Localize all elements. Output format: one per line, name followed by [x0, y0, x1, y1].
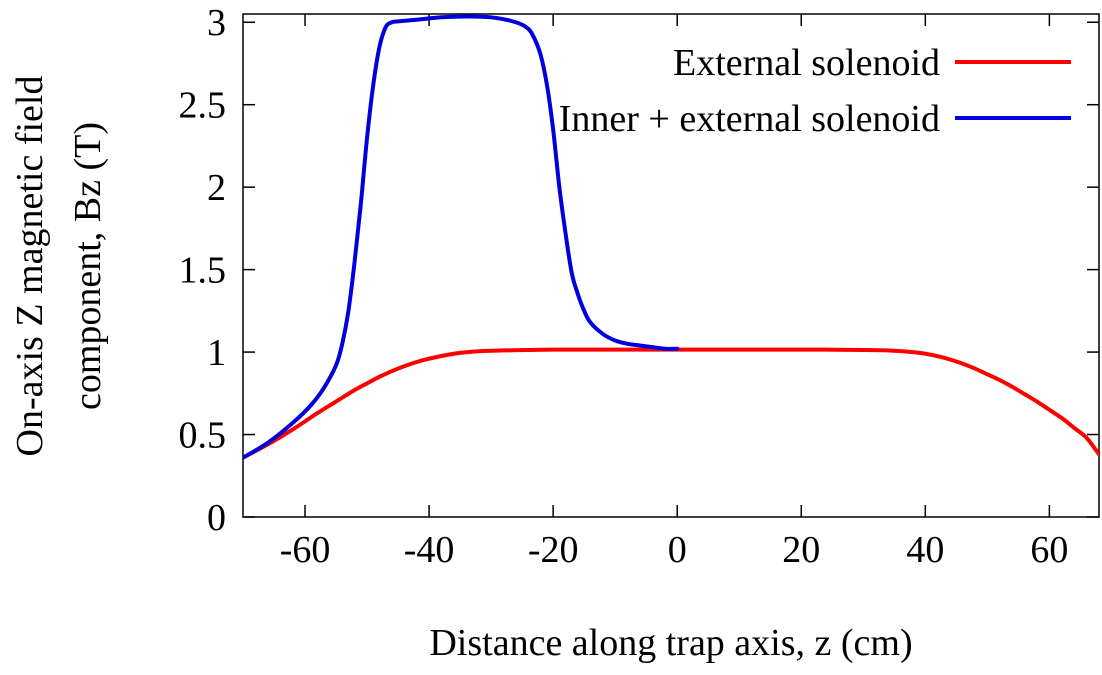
y-tick-label: 0: [207, 497, 226, 539]
y-tick-label: 2.5: [179, 85, 227, 127]
y-tick-label: 1.5: [179, 250, 227, 292]
series-layer: [243, 14, 1099, 460]
y-tick-label: 2: [207, 167, 226, 209]
x-tick-label: 60: [1030, 529, 1068, 571]
y-tick-label: 3: [207, 2, 226, 44]
y-axis-label-line-1: On-axis Z magnetic field: [9, 76, 51, 457]
x-axis-label: Distance along trap axis, z (cm): [429, 622, 912, 664]
plot-area: [242, 13, 1100, 518]
y-axis-ticks: 0 0.5 1 1.5 2 2.5 3: [179, 2, 1099, 539]
y-tick-label: 1: [207, 332, 226, 374]
legend-label: Inner + external solenoid: [559, 98, 940, 140]
x-tick-label: -60: [280, 529, 331, 571]
y-axis-label-line-2: component, Bz (T): [67, 122, 109, 410]
series-line-inner-external: [243, 14, 680, 460]
legend-label: External solenoid: [673, 42, 940, 84]
x-tick-label: 20: [782, 529, 820, 571]
x-tick-label: -40: [404, 529, 455, 571]
series-line-external: [243, 347, 1099, 460]
x-tick-label: -20: [528, 529, 579, 571]
plot-frame: [242, 13, 1100, 518]
y-tick-label: 0.5: [179, 415, 227, 457]
legend: External solenoid Inner + external soleno…: [559, 42, 1071, 140]
x-tick-label: 40: [906, 529, 944, 571]
x-tick-label: 0: [668, 529, 687, 571]
x-axis-ticks: -60 -40 -20 0 20 40 60: [280, 14, 1068, 571]
